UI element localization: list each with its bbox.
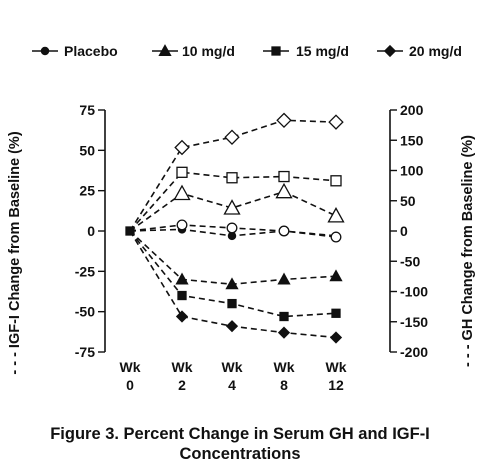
left-tick-label: -25 [75,263,95,279]
data-point [227,298,237,309]
left-tick-label: 50 [79,142,95,158]
x-tick-label: Wk 0 [120,359,141,393]
series-igf1-square [129,230,341,322]
legend-item-triangle: 10 mg/d [152,43,235,59]
x-tick-label-line: Wk [120,359,141,375]
right-tick-label: -200 [400,344,428,360]
right-tick-label: 50 [400,193,416,209]
right-tick-label: -50 [400,253,420,269]
x-tick-label-line: 0 [126,377,134,393]
data-point [177,290,187,301]
data-point [327,207,345,223]
data-point [175,272,189,285]
x-tick-label: Wk 4 [222,359,243,393]
legend-item-square: 15 mg/d [263,43,349,59]
data-point [226,172,238,184]
data-point [277,326,291,339]
data-point [330,175,342,187]
x-tick-label-line: 12 [328,377,344,393]
legend-marker-square [271,46,281,56]
x-tick-label-line: Wk [274,359,295,375]
data-point [331,308,341,318]
series-gh-circle [129,219,342,243]
left-axis-title: - - - IGF-I Change from Baseline (%) [7,131,23,374]
data-point [225,277,239,290]
data-point [176,219,188,231]
data-point [226,222,238,234]
legend-label: 20 mg/d [409,43,462,59]
data-point [223,199,241,215]
caption-line-2: Concentrations [179,445,301,463]
left-tick-label: 25 [79,183,95,199]
caption-line-1: Figure 3. Percent Change in Serum GH and… [50,425,430,443]
left-tick-label: 75 [79,102,95,118]
series-gh-diamond [129,112,344,232]
left-tick-label: -75 [75,344,95,360]
x-tick-label: Wk 12 [326,359,347,393]
data-point [329,269,343,282]
series-igf1-triangle [129,230,343,290]
data-point [275,182,293,199]
x-tick-label: Wk 8 [274,359,295,393]
baseline-point [125,226,135,236]
figure-caption: Figure 3. Percent Change in Serum GH and… [0,424,480,464]
legend-label: 10 mg/d [182,43,235,59]
right-tick-label: 200 [400,102,424,118]
data-point [176,166,188,178]
right-axis-title: - - - GH Change from Baseline (%) [460,135,476,367]
legend-item-circle: Placebo [32,43,118,59]
legend-marker-circle [40,46,50,56]
data-point [174,139,190,156]
legend: Placebo 10 mg/d 15 mg/d 20 mg/d [32,43,462,59]
data-point [279,311,289,322]
legend-marker-diamond [383,44,397,58]
right-tick-label: -150 [400,314,428,330]
legend-item-diamond: 20 mg/d [377,43,462,59]
right-tick-label: -100 [400,284,428,300]
data-point [277,272,291,285]
left-tick-label: 0 [87,223,95,239]
series-line [129,171,337,232]
x-tick-label-line: 4 [228,377,236,393]
data-point [175,310,189,323]
chart: Placebo 10 mg/d 15 mg/d 20 mg/d7550250-25-5… [7,43,476,393]
series-line [129,119,337,232]
series-gh-triangle [129,182,345,232]
x-tick-label-line: Wk [326,359,347,375]
legend-label: 15 mg/d [296,43,349,59]
series-gh-square [129,166,342,232]
x-tick-label-line: 2 [178,377,186,393]
series-line [129,190,337,232]
data-point [278,170,290,183]
left-tick-label: -50 [75,304,95,320]
series-igf1-diamond [129,230,343,344]
x-tick-label-line: Wk [172,359,193,375]
data-point [276,112,292,129]
legend-marker-triangle [158,44,172,57]
data-point [225,320,239,333]
data-point [173,184,191,201]
data-point [328,114,344,130]
right-axis-title-dashes: - - - [460,344,476,367]
x-tick-label-line: 8 [280,377,288,393]
data-point [278,225,290,237]
right-tick-label: 0 [400,223,408,239]
data-point [329,331,343,344]
x-tick-label-line: Wk [222,359,243,375]
data-point [224,129,240,145]
right-tick-label: 150 [400,132,424,148]
data-point [330,231,342,243]
right-tick-label: 100 [400,163,424,179]
x-tick-label: Wk 2 [172,359,193,393]
right-axis-title-text: GH Change from Baseline (%) [460,135,476,345]
legend-label: Placebo [64,43,118,59]
